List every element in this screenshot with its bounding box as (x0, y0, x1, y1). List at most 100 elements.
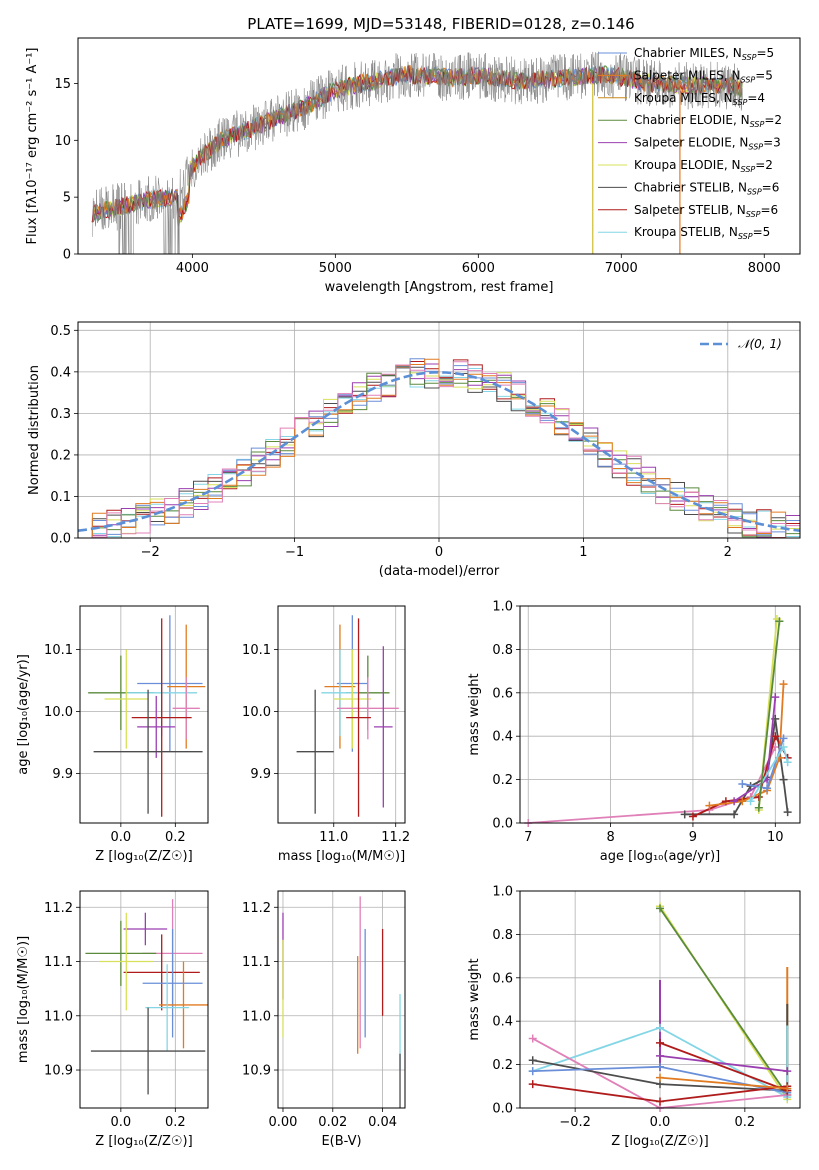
series-marker (783, 758, 792, 767)
series-marker (779, 680, 788, 689)
mass-weight-series (528, 1056, 792, 1095)
y-tick-label: 0.2 (50, 448, 71, 463)
spectrum-legend: Chabrier MILES, NSSP=5 Salpeter MILES, NS… (598, 46, 782, 241)
y-axis-label: age [log₁₀(age/yr)] (16, 654, 31, 775)
y-tick-label: 9.9 (250, 767, 271, 782)
errorbar-point (90, 1007, 206, 1095)
axes-frame (519, 605, 801, 824)
axes-frame (277, 605, 406, 824)
axes-frame (77, 321, 801, 539)
panel-age_vs_mass: 11.0 11.2 9.9 10.0 10.1 mass [log₁₀(M/M☉)] (242, 605, 410, 864)
errorbar-point (142, 928, 203, 1038)
series-marker (783, 1084, 792, 1093)
series-line (659, 1042, 788, 1092)
y-tick-label: 11.0 (44, 1009, 73, 1024)
spectrum-lines (91, 51, 743, 254)
legend-label: Chabrier MILES, NSSP=5 (634, 46, 774, 62)
y-tick-label: 11.2 (242, 901, 271, 916)
x-tick-label: 0.02 (318, 1115, 347, 1130)
x-tick-label: −2 (141, 545, 160, 560)
legend-label: Chabrier STELIB, NSSP=6 (634, 180, 779, 196)
series-marker (738, 779, 747, 788)
y-axis-label: Normed distribution (27, 365, 42, 495)
y-tick-label: 0.5 (50, 324, 71, 339)
errorbar-point (374, 646, 393, 808)
series-marker (528, 1067, 537, 1076)
errorbar-point (172, 677, 200, 740)
errorbar-point (145, 964, 189, 1052)
mass-weight-series (656, 1073, 792, 1093)
y-tick-label: 1.0 (492, 600, 513, 615)
series-marker (775, 617, 784, 626)
model-spectrum-line (91, 65, 743, 223)
series-marker (730, 810, 739, 819)
x-axis-label: Z [log₁₀(Z/Z☉)] (95, 849, 192, 864)
x-tick-label: 11.2 (381, 830, 410, 845)
legend-label: 𝒩(0, 1) (738, 337, 782, 351)
y-axis-label: Flux [fλ10⁻¹⁷ erg cm⁻² s⁻¹ A⁻¹] (25, 48, 40, 245)
y-tick-label: 10.1 (44, 643, 73, 658)
mass-weight-series (524, 743, 780, 827)
series-marker (528, 1056, 537, 1065)
y-tick-label: 0.6 (492, 971, 513, 986)
x-tick-label: 0.0 (111, 1115, 132, 1130)
series-marker (783, 1067, 792, 1076)
mass-weight-series (656, 1051, 792, 1076)
x-tick-label: 0 (435, 545, 443, 560)
series-marker (528, 1034, 537, 1043)
errorbar-point (346, 618, 371, 817)
y-tick-label: 11.1 (242, 955, 271, 970)
residual-histogram-step (78, 358, 800, 539)
errorbar-point (131, 618, 192, 817)
errorbar-point (99, 912, 154, 1011)
legend-label: Salpeter STELIB, NSSP=6 (634, 203, 778, 219)
x-tick-label: 0.04 (368, 1115, 397, 1130)
y-tick-label: 0.0 (492, 1102, 513, 1117)
legend-label: Kroupa STELIB, NSSP=5 (634, 225, 770, 241)
x-tick-label: 0.0 (111, 830, 132, 845)
figure-title: PLATE=1699, MJD=53148, FIBERID=0128, z=0… (247, 15, 634, 33)
x-tick-label: −0.2 (559, 1115, 591, 1130)
mass-weight-series (688, 732, 792, 821)
series-marker (656, 1097, 664, 1106)
y-tick-label: 10.0 (242, 705, 271, 720)
y-tick-label: 10.1 (242, 643, 271, 658)
series-marker (688, 812, 697, 821)
errorbar-point (123, 934, 200, 1011)
x-axis-label: mass [log₁₀(M/M☉)] (278, 849, 405, 864)
y-tick-label: 0.4 (492, 1015, 513, 1030)
series-marker (746, 797, 755, 806)
axes-frame (77, 37, 801, 255)
legend-label: Kroupa ELODIE, NSSP=2 (634, 158, 773, 174)
errorbar-point (336, 677, 399, 740)
y-axis-label: mass weight (467, 958, 482, 1040)
y-tick-label: 5 (63, 191, 71, 206)
x-tick-label: 0.2 (735, 1115, 756, 1130)
series-marker (738, 797, 747, 806)
y-tick-label: 0 (63, 248, 71, 263)
series-marker (705, 801, 714, 810)
axes-frame (277, 890, 406, 1109)
x-axis-label: age [log₁₀(age/yr)] (600, 849, 721, 864)
x-tick-label: 0.2 (165, 830, 186, 845)
x-tick-label: 9 (689, 830, 697, 845)
legend-label: Chabrier ELODIE, NSSP=2 (634, 113, 782, 129)
x-tick-label: 7000 (605, 261, 638, 276)
data-spectrum-line (92, 51, 743, 254)
axes-frame (79, 890, 209, 1109)
x-tick-label: 8 (606, 830, 614, 845)
series-line (528, 746, 777, 824)
legend-label: Salpeter MILES, NSSP=5 (634, 68, 773, 84)
y-axis-label: mass [log₁₀(M/M☉)] (16, 936, 31, 1063)
x-axis-label: E(B-V) (321, 1134, 361, 1149)
x-tick-label: 6000 (462, 261, 495, 276)
mass-weight-series (656, 1038, 792, 1095)
series-marker (656, 904, 664, 913)
y-tick-label: 10.9 (242, 1064, 271, 1079)
series-marker (656, 1073, 664, 1082)
y-tick-label: 0.2 (492, 773, 513, 788)
y-tick-label: 10.0 (44, 705, 73, 720)
y-tick-label: 10 (54, 134, 71, 149)
y-tick-label: 0.3 (50, 407, 71, 422)
errorbar-point (296, 689, 334, 814)
